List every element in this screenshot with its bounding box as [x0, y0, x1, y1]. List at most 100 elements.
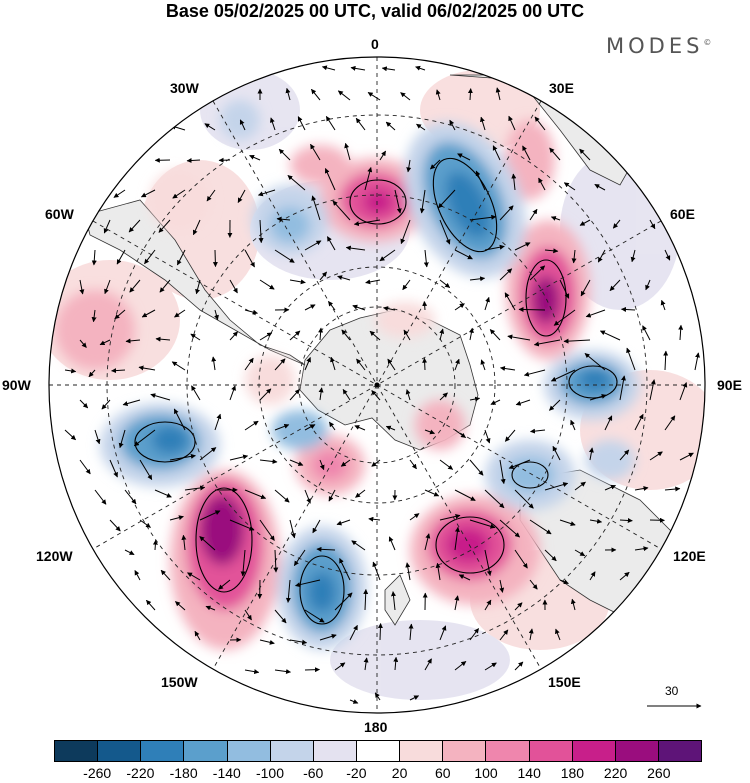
- wind-arrow-icon: [408, 623, 414, 641]
- wind-arrow-icon: [141, 309, 156, 318]
- wind-arrow-icon: [287, 175, 306, 191]
- wind-arrow-icon: [124, 489, 137, 505]
- wind-arrow-icon: [469, 519, 496, 529]
- wind-arrow-icon: [522, 145, 531, 161]
- wind-arrow-icon: [289, 459, 304, 466]
- wind-arrow-icon: [344, 142, 351, 161]
- wind-arrow-icon: [304, 667, 320, 673]
- wind-arrow-icon: [211, 356, 217, 371]
- wind-arrow-icon: [195, 279, 201, 295]
- map-boundary: [48, 56, 706, 714]
- wind-arrow-icon: [544, 549, 557, 562]
- wind-arrow-icon: [571, 249, 577, 264]
- wind-arrow-icon: [190, 333, 201, 341]
- wind-arrow-icon: [244, 249, 255, 268]
- wind-arrow-icon: [129, 279, 141, 293]
- wind-arrow-icon: [152, 539, 158, 551]
- wind-arrow-icon: [334, 592, 353, 611]
- colorbar-swatch: [572, 741, 616, 761]
- wind-arrow-icon: [424, 658, 432, 671]
- wind-arrow-icon: [176, 249, 186, 266]
- wind-arrow-icon: [355, 489, 366, 498]
- wind-arrow-icon: [159, 279, 171, 293]
- wind-arrow-icon: [424, 533, 431, 551]
- wind-arrow-icon: [365, 279, 381, 285]
- wind-arrow-icon: [257, 189, 276, 197]
- wind-arrow-icon: [523, 369, 546, 377]
- wind-arrow-icon: [88, 369, 96, 378]
- lon-label-90w: 90W: [2, 377, 31, 393]
- wind-arrow-icon: [229, 519, 255, 531]
- lon-label-120w: 120W: [36, 548, 73, 564]
- wind-arrow-icon: [570, 419, 576, 431]
- wind-arrow-icon: [103, 219, 111, 234]
- polar-map: [48, 56, 706, 714]
- wind-arrow-icon: [678, 324, 684, 341]
- wind-arrow-icon: [128, 219, 141, 233]
- wind-arrow-icon: [205, 605, 216, 611]
- colorbar-swatch: [184, 741, 228, 761]
- wind-arrow-icon: [511, 173, 517, 191]
- wind-arrow-icon: [514, 602, 523, 611]
- wind-arrow-icon: [289, 519, 296, 539]
- wind-arrow-icon: [367, 91, 381, 101]
- wind-arrow-icon: [206, 189, 216, 202]
- colorbar-tick-label: -60: [303, 765, 324, 781]
- wind-arrow-icon: [514, 661, 524, 671]
- wind-arrow-icon: [278, 148, 291, 161]
- wind-arrow-icon: [604, 484, 616, 491]
- wind-arrow-icon: [326, 236, 336, 251]
- wind-arrow-icon: [186, 158, 201, 164]
- wind-arrow-icon: [415, 65, 426, 71]
- wind-arrow-icon: [490, 399, 501, 405]
- wind-arrow-icon: [649, 451, 663, 461]
- lon-label-150w: 150W: [161, 674, 198, 690]
- south-pole-dot: [374, 382, 380, 388]
- wind-arrow-icon: [342, 388, 351, 401]
- wind-arrow-icon: [634, 486, 649, 491]
- wind-arrow-icon: [64, 368, 77, 374]
- wind-arrow-icon: [484, 296, 490, 311]
- wind-arrow-icon: [555, 628, 561, 641]
- lon-label-180: 180: [364, 719, 388, 735]
- colorbar-swatch: [486, 741, 530, 761]
- wind-arrow-icon: [504, 292, 516, 311]
- wind-arrow-icon: [552, 445, 561, 461]
- wind-arrow-icon: [385, 121, 396, 131]
- colorbar-swatch: [313, 741, 357, 761]
- brand-logo: MODES©: [606, 34, 711, 58]
- colorbar-tick-label: -260: [83, 765, 112, 781]
- colorbar-tick-label: 260: [647, 765, 671, 781]
- wind-arrow-icon: [111, 368, 126, 374]
- wind-arrow-icon: [499, 459, 506, 485]
- colorbar-tick-label: -180: [169, 765, 198, 781]
- wind-arrow-icon: [530, 428, 546, 434]
- colorbar-ticks: -260 -220 -180 -140 -100 -60 -20 20 60 100 140 180 2…: [0, 765, 750, 783]
- wind-arrow-icon: [594, 183, 606, 191]
- wind-arrow-icon: [580, 279, 591, 297]
- wind-arrow-icon: [289, 389, 300, 401]
- wind-arrow-icon: [244, 609, 252, 621]
- wind-arrow-icon: [285, 579, 291, 603]
- wind-arrow-icon: [274, 669, 291, 674]
- wind-arrow-icon: [457, 153, 471, 161]
- wind-arrow-icon: [274, 489, 290, 503]
- wind-arrow-icon: [621, 306, 636, 312]
- wind-arrow-icon: [563, 182, 576, 191]
- wind-arrow-icon: [642, 325, 651, 341]
- wind-arrow-icon: [274, 249, 295, 263]
- page-title: Base 05/02/2025 00 UTC, valid 06/02/2025…: [165, 1, 585, 21]
- wind-arrow-icon: [492, 145, 501, 161]
- wind-arrow-icon: [469, 214, 497, 221]
- wind-arrow-icon: [350, 65, 366, 71]
- wind-arrow-icon: [585, 309, 606, 318]
- wind-arrow-icon: [237, 189, 246, 203]
- colorbar-tick-label: 220: [603, 765, 628, 781]
- wind-arrow-icon: [351, 540, 366, 551]
- wind-arrow-icon: [574, 481, 586, 491]
- wind-arrow-icon: [304, 240, 322, 251]
- wind-arrow-icon: [374, 692, 381, 701]
- wind-arrow-icon: [259, 639, 275, 645]
- wind-arrow-icon: [139, 459, 153, 481]
- wind-arrow-icon: [403, 329, 411, 341]
